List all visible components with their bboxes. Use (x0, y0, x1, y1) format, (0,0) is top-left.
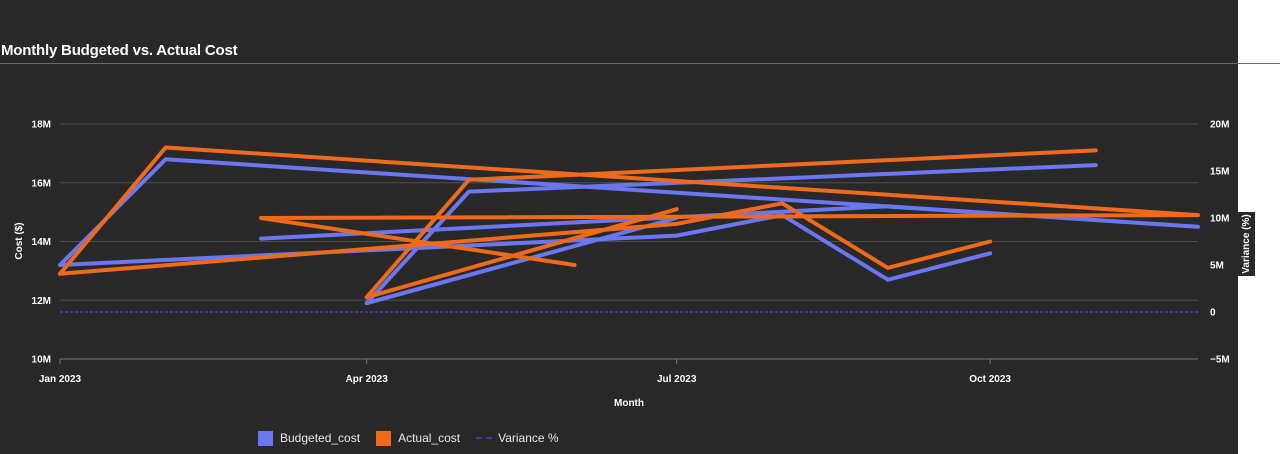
legend-label-budgeted: Budgeted_cost (280, 431, 361, 445)
y-axis-label: Cost ($) (14, 222, 25, 259)
y-tick-label: 10M (32, 355, 51, 366)
chart-title: Monthly Budgeted vs. Actual Cost (1, 42, 238, 59)
y2-tick-label: 0 (1210, 308, 1216, 319)
legend-item-budgeted[interactable]: Budgeted_cost (258, 430, 361, 446)
legend-swatch-actual (376, 430, 392, 446)
series-budgeted-cost-line (58, 157, 1200, 306)
y-tick-label: 18M (32, 120, 51, 131)
x-tick-label: Oct 2023 (969, 374, 1011, 385)
x-tick-label: Jul 2023 (657, 374, 697, 385)
y2-tick-label: 10M (1210, 214, 1229, 225)
y-tick-label: 12M (32, 296, 51, 307)
legend: Budgeted_cost Actual_cost Variance % (258, 430, 575, 446)
y2-tick-label: 15M (1210, 167, 1229, 178)
y2-tick-label: 5M (1210, 261, 1224, 272)
legend-swatch-variance (476, 437, 493, 439)
y-tick-label: 16M (32, 178, 51, 189)
y2-axis-label: Variance (%) (1241, 214, 1252, 273)
series-actual-cost-line (58, 145, 1200, 300)
y2-axis-label-bg (1238, 212, 1255, 276)
legend-item-variance[interactable]: Variance % (476, 431, 559, 445)
legend-label-actual: Actual_cost (398, 431, 461, 445)
x-tick-label: Jan 2023 (39, 374, 82, 385)
legend-swatch-budgeted (258, 430, 273, 446)
y2-tick-label: −5M (1210, 355, 1230, 366)
x-tick-label: Apr 2023 (346, 374, 389, 385)
x-axis-label: Month (614, 398, 644, 409)
legend-label-variance: Variance % (498, 431, 559, 445)
legend-item-actual[interactable]: Actual_cost (376, 430, 461, 446)
y-tick-label: 14M (32, 237, 51, 248)
y2-tick-label: 20M (1210, 120, 1229, 131)
title-divider (0, 63, 1280, 64)
